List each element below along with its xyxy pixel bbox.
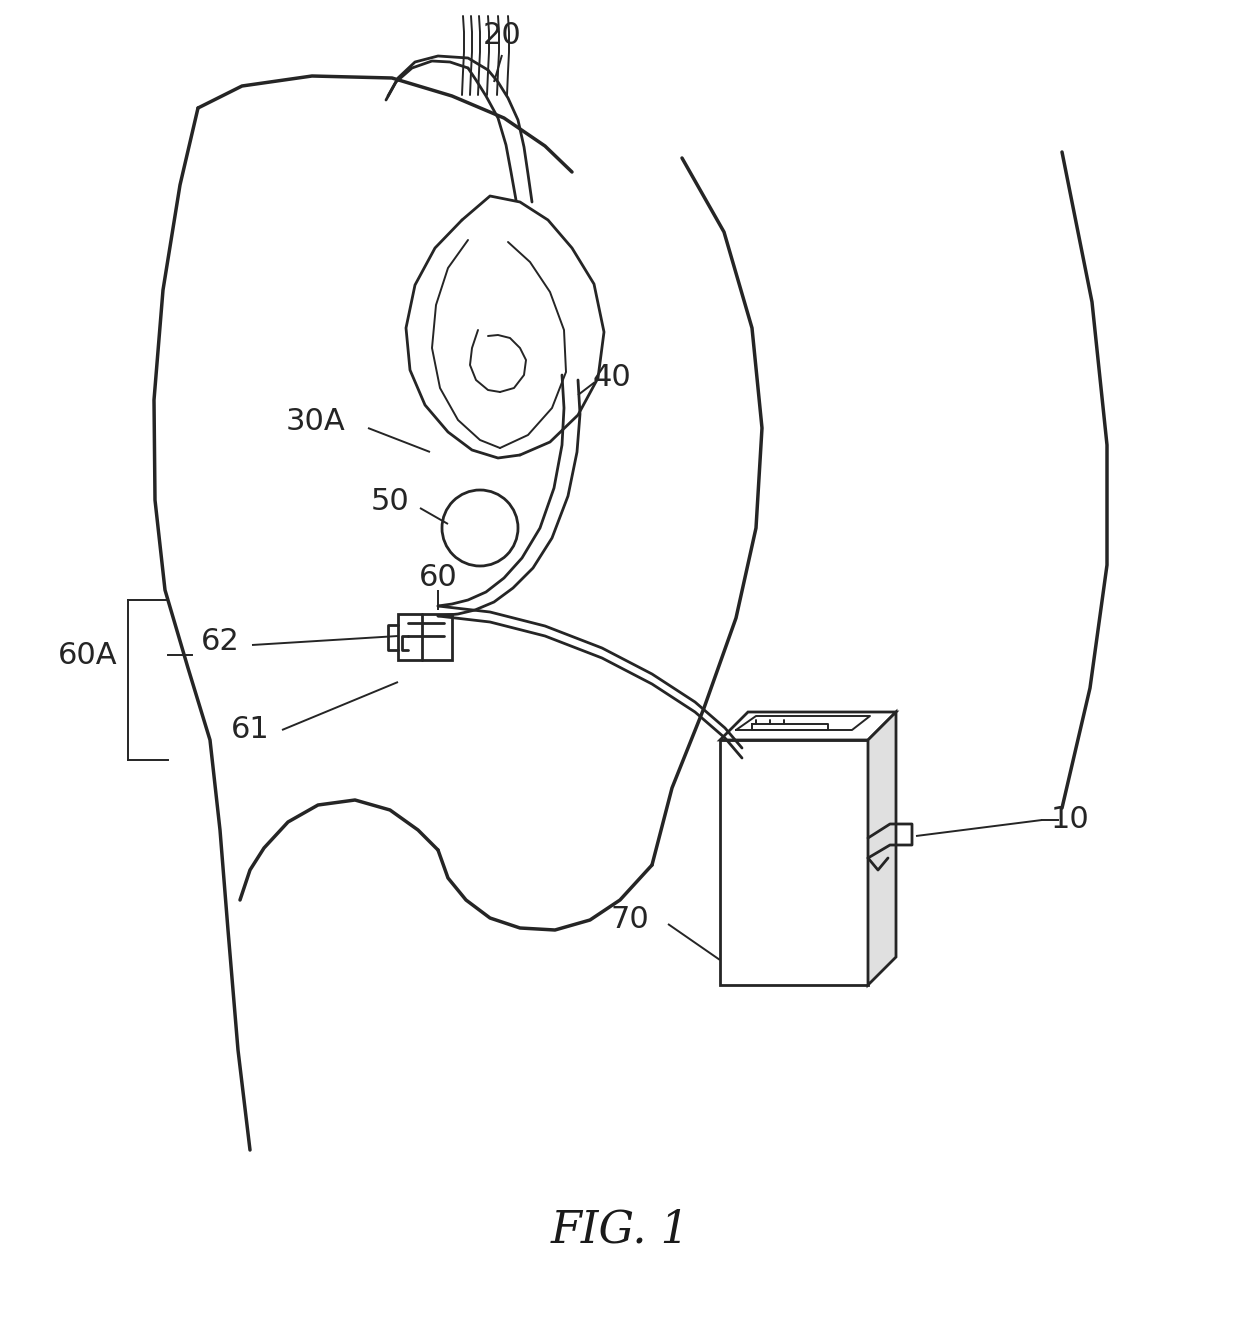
Polygon shape [868, 712, 897, 985]
Text: 62: 62 [201, 628, 239, 657]
Text: 10: 10 [1050, 806, 1090, 835]
Text: 60: 60 [419, 563, 458, 592]
Text: 70: 70 [610, 906, 650, 934]
Text: 40: 40 [593, 364, 631, 393]
Text: 20: 20 [482, 21, 521, 50]
Polygon shape [720, 740, 868, 985]
Polygon shape [720, 712, 897, 740]
Polygon shape [398, 615, 453, 660]
Text: FIG. 1: FIG. 1 [551, 1208, 689, 1252]
Text: 50: 50 [371, 488, 409, 517]
Text: 60A: 60A [58, 641, 118, 670]
Text: 61: 61 [231, 715, 269, 744]
Text: 30A: 30A [285, 408, 345, 437]
